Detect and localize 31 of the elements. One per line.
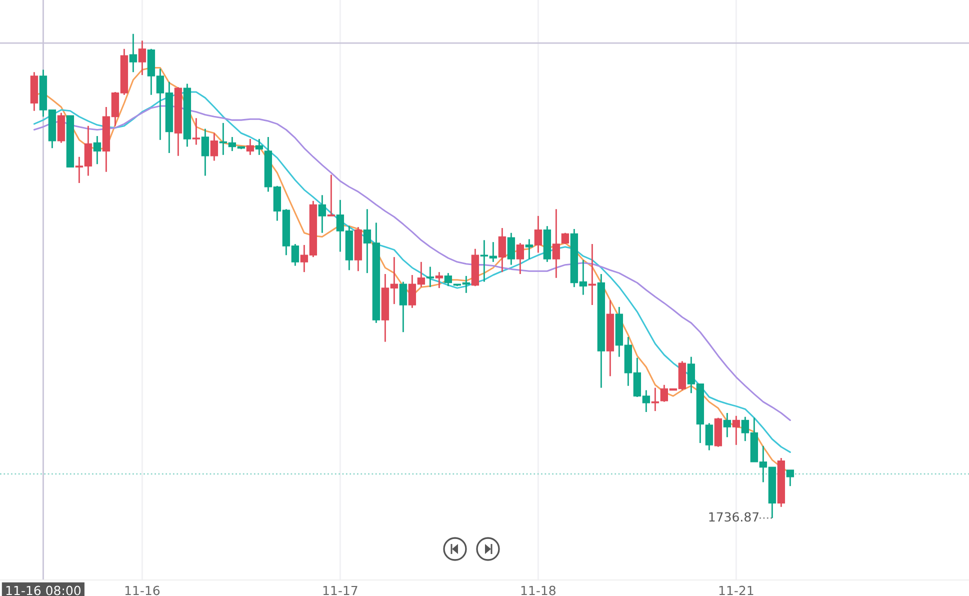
candlestick: [201, 128, 210, 176]
candlestick: [435, 271, 444, 289]
candlestick: [129, 33, 138, 73]
candlestick: [246, 138, 254, 156]
candlestick: [255, 138, 264, 156]
candlestick: [399, 281, 408, 333]
candlestick: [444, 272, 452, 287]
candlestick: [723, 412, 732, 438]
candlestick: [534, 215, 542, 254]
candlestick: [516, 242, 524, 275]
candlestick: [498, 227, 506, 273]
candlestick: [525, 238, 534, 260]
candlestick: [93, 135, 102, 165]
x-tick-label: 11-16 08:00: [6, 586, 81, 596]
candlestick: [318, 194, 326, 234]
x-tick-label: 11-21: [719, 586, 754, 596]
candlestick: [552, 208, 560, 279]
x-tick-label: 11-16: [125, 586, 160, 596]
candlestick: [732, 415, 740, 446]
candlestick: [705, 422, 714, 451]
x-tick-label: 11-17: [323, 586, 358, 596]
candlestick: [327, 174, 336, 217]
candlestick: [210, 132, 218, 162]
x-tick-label: 11-18: [521, 586, 556, 596]
candlestick: [507, 232, 516, 266]
candlestick: [192, 117, 200, 146]
candlestick: [561, 232, 570, 245]
candlestick: [786, 469, 794, 487]
candlestick: [138, 40, 146, 76]
candlestick: [426, 266, 434, 288]
annotation: 1736.87: [709, 512, 759, 522]
